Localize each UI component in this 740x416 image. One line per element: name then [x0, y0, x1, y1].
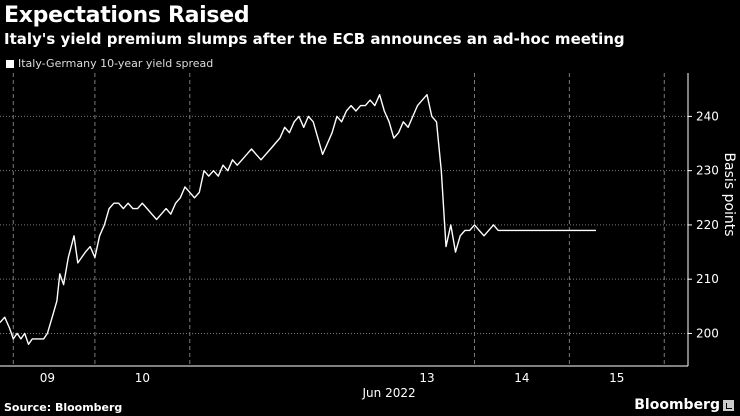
legend: Italy-Germany 10-year yield spread: [6, 57, 213, 70]
x-tick-label: 14: [514, 371, 529, 385]
legend-label: Italy-Germany 10-year yield spread: [18, 57, 214, 70]
legend-swatch: [6, 59, 14, 68]
y-tick-label: 240: [696, 109, 719, 123]
x-tick-label: 15: [609, 371, 624, 385]
y-tick-label: 200: [696, 326, 719, 340]
y-tick-label: 210: [696, 272, 719, 286]
x-tick-label: 10: [135, 371, 150, 385]
y-tick-label: 220: [696, 218, 719, 232]
brand-logo: Bloomberg: [634, 397, 734, 413]
chart-subtitle: Italy's yield premium slumps after the E…: [4, 30, 625, 48]
y-tick-label: 230: [696, 164, 719, 178]
brand-mark-icon: [723, 399, 734, 411]
x-tick-label: 09: [40, 371, 55, 385]
source-note: Source: Bloomberg: [4, 401, 123, 414]
y-axis-label: Basis points: [721, 152, 737, 236]
x-tick-label: 13: [419, 371, 434, 385]
x-axis-label: Jun 2022: [362, 386, 416, 400]
chart-title: Expectations Raised: [4, 3, 250, 28]
brand-name: Bloomberg: [634, 397, 720, 413]
series-line: [0, 94, 596, 345]
